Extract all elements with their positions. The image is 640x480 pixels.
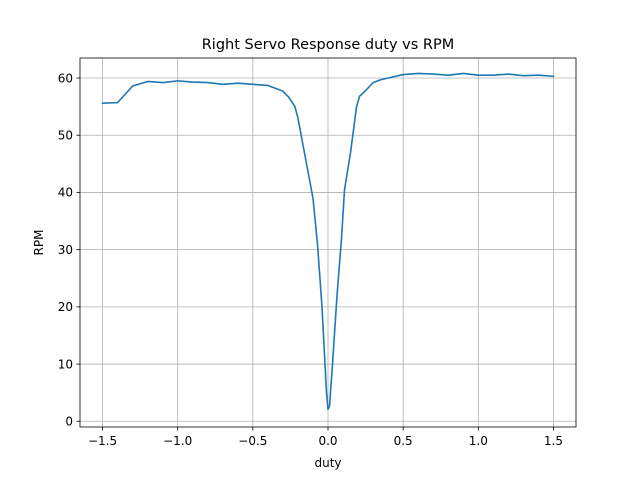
y-tick-label: 10	[58, 357, 73, 371]
y-axis-label: RPM	[32, 230, 46, 256]
x-tick-label: 1.0	[469, 434, 488, 448]
x-tick-label: 0.5	[394, 434, 413, 448]
x-axis-label: duty	[314, 456, 341, 470]
x-tick-label: −1.0	[163, 434, 192, 448]
x-tick-label: 0.0	[318, 434, 337, 448]
y-tick-label: 40	[58, 186, 73, 200]
series-layer	[101, 72, 555, 411]
grid	[80, 58, 576, 427]
y-tick-label: 50	[58, 129, 73, 143]
x-tick-label: −0.5	[238, 434, 267, 448]
series-line	[101, 72, 555, 411]
y-tick-label: 30	[58, 243, 73, 257]
ticks: −1.5 −1.0 −0.5 0.0 0.5 1.0 1.5 0 10 20 30 40 50 60	[58, 71, 563, 448]
y-tick-label: 20	[58, 300, 73, 314]
x-tick-label: −1.5	[88, 434, 117, 448]
chart-title: Right Servo Response duty vs RPM	[202, 37, 455, 53]
x-tick-label: 1.5	[544, 434, 563, 448]
y-tick-label: 0	[65, 415, 73, 429]
y-tick-label: 60	[58, 71, 73, 85]
